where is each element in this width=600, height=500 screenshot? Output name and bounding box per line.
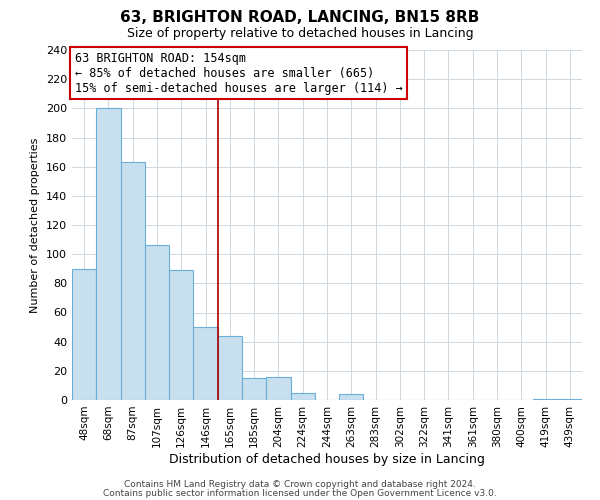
Bar	[145, 246, 169, 400]
Text: 63, BRIGHTON ROAD, LANCING, BN15 8RB: 63, BRIGHTON ROAD, LANCING, BN15 8RB	[121, 10, 479, 25]
Bar	[558, 398, 582, 400]
Text: Contains public sector information licensed under the Open Government Licence v3: Contains public sector information licen…	[103, 489, 497, 498]
Bar	[290, 392, 315, 400]
Text: 63 BRIGHTON ROAD: 154sqm
← 85% of detached houses are smaller (665)
15% of semi-: 63 BRIGHTON ROAD: 154sqm ← 85% of detach…	[74, 52, 403, 95]
Bar	[339, 394, 364, 400]
Text: Contains HM Land Registry data © Crown copyright and database right 2024.: Contains HM Land Registry data © Crown c…	[124, 480, 476, 489]
Y-axis label: Number of detached properties: Number of detached properties	[31, 138, 40, 312]
Text: Size of property relative to detached houses in Lancing: Size of property relative to detached ho…	[127, 28, 473, 40]
Bar	[169, 270, 193, 400]
Bar	[533, 398, 558, 400]
Bar	[121, 162, 145, 400]
Bar	[96, 108, 121, 400]
Bar	[193, 327, 218, 400]
Bar	[242, 378, 266, 400]
Bar	[72, 268, 96, 400]
Bar	[266, 376, 290, 400]
Bar	[218, 336, 242, 400]
X-axis label: Distribution of detached houses by size in Lancing: Distribution of detached houses by size …	[169, 452, 485, 466]
